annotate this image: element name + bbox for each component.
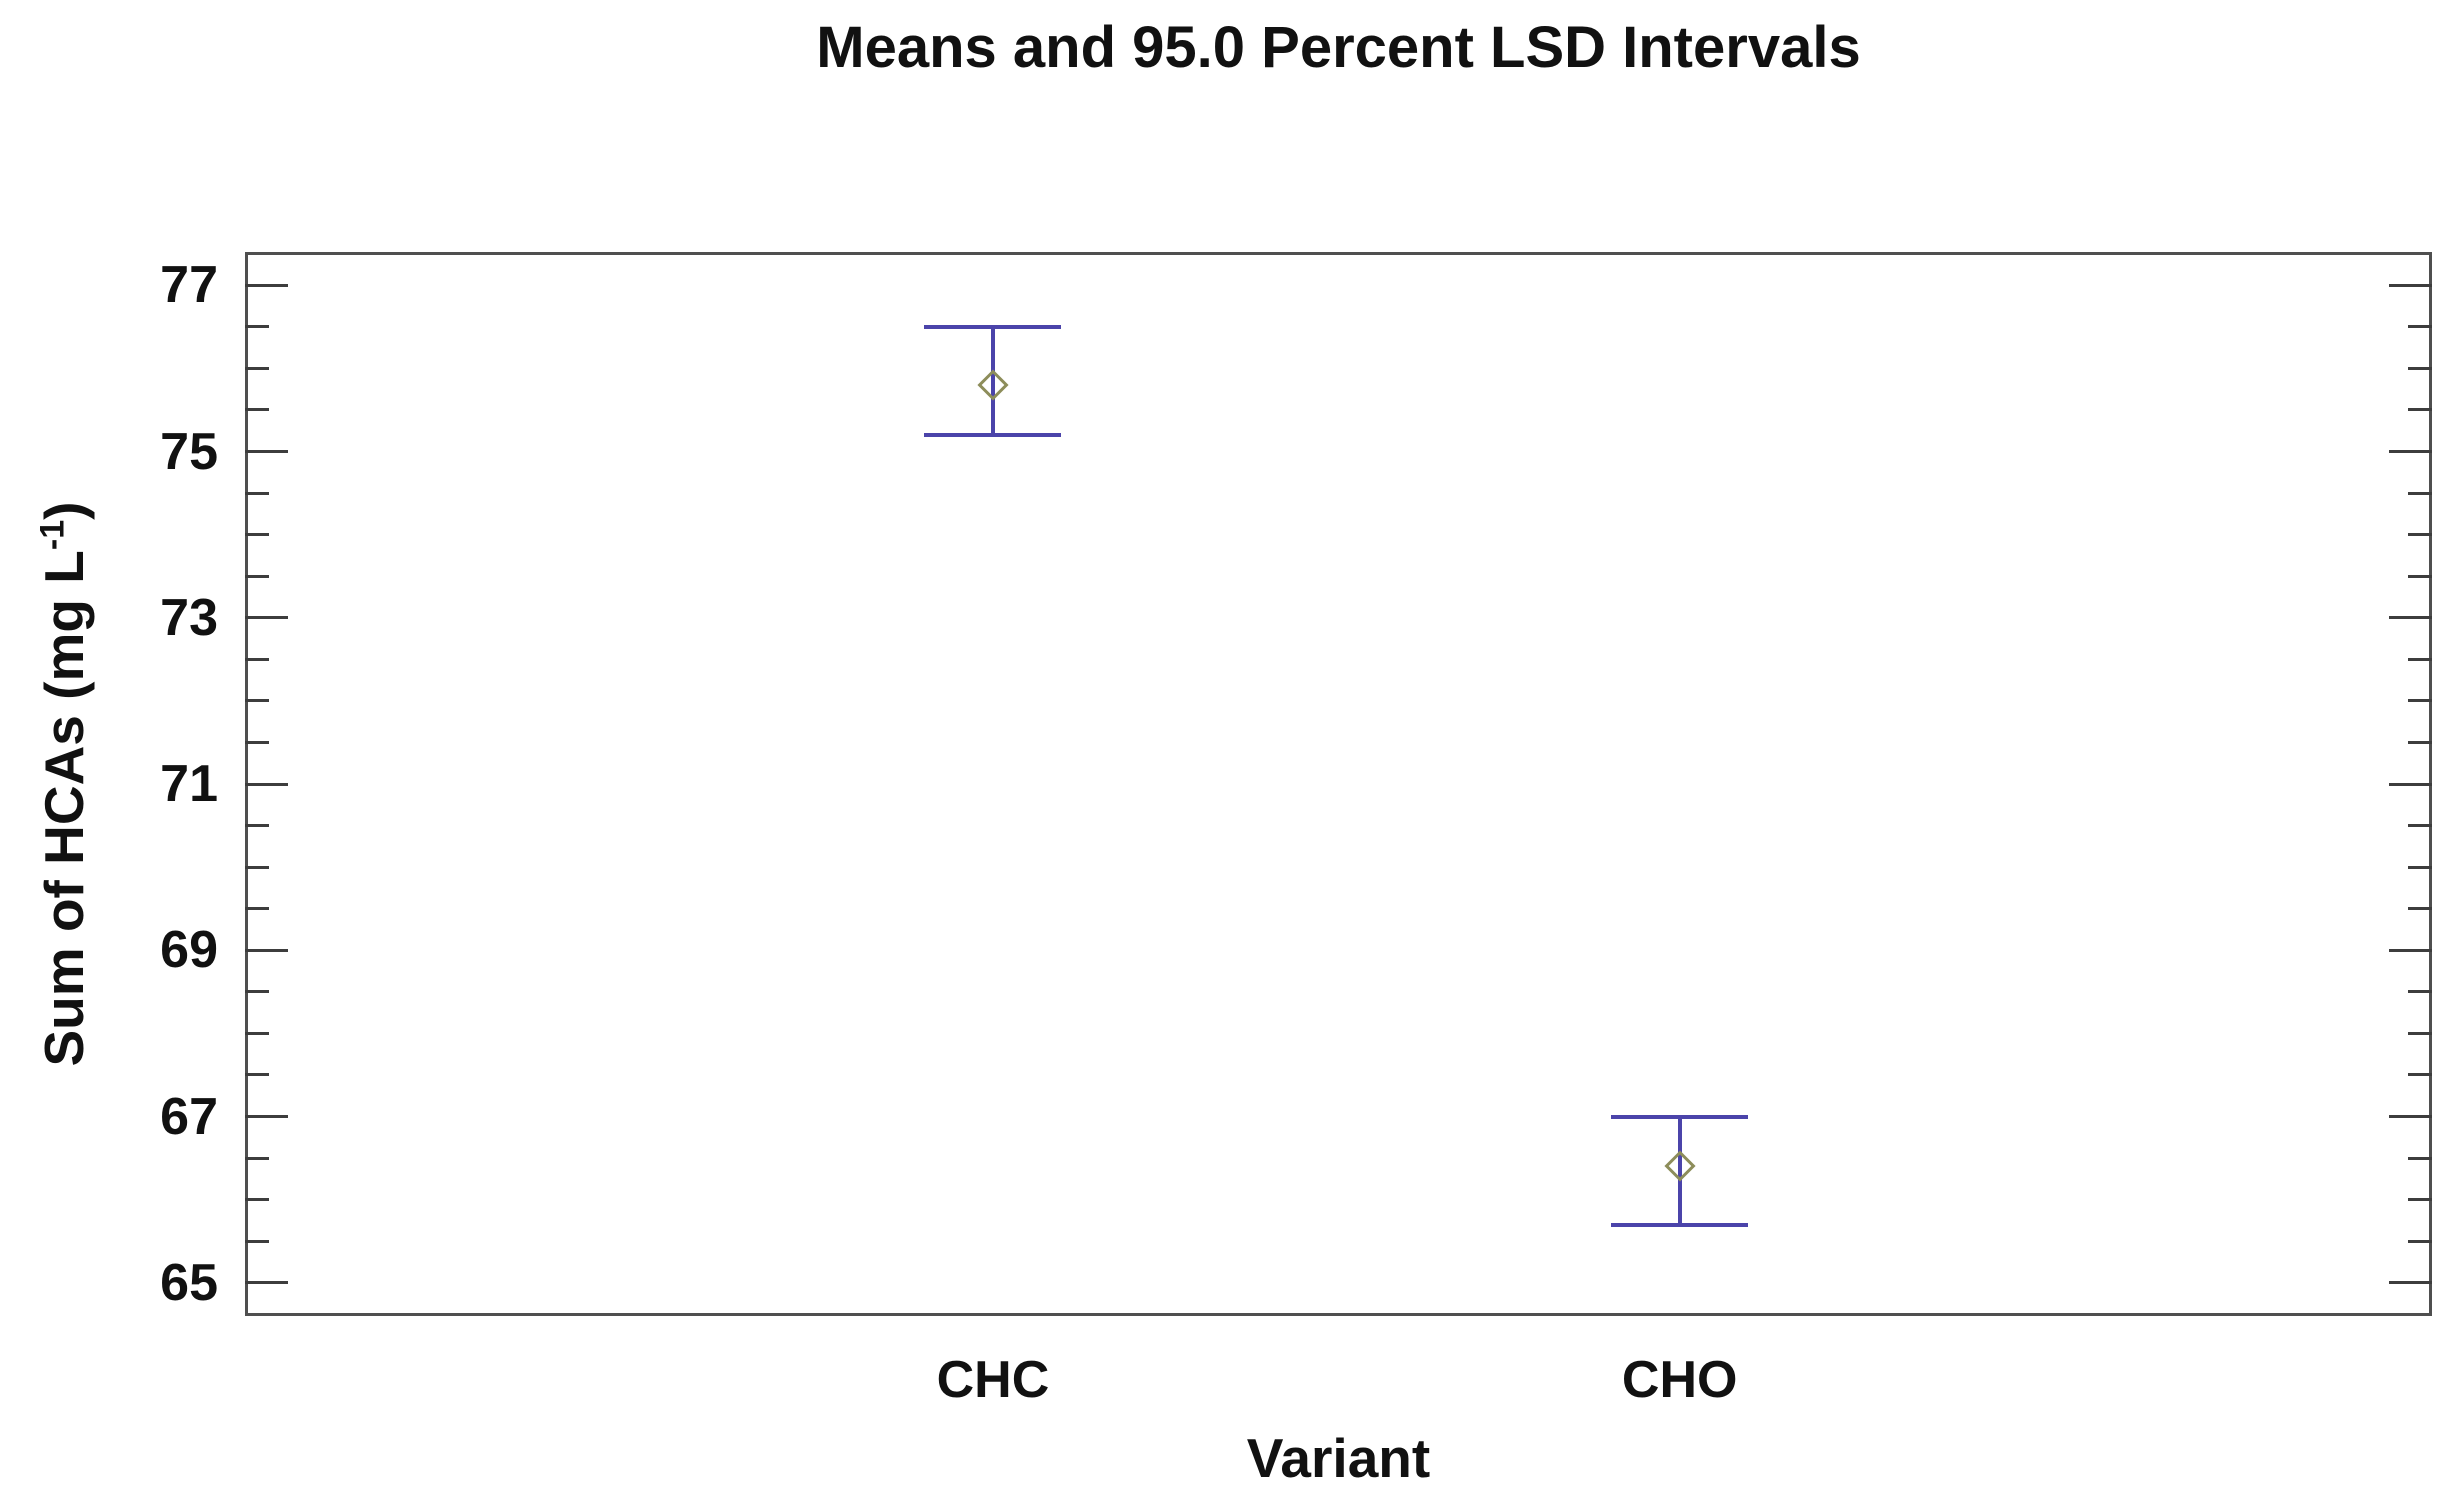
y-axis-major-tick-left — [245, 1115, 288, 1118]
error-bar-vertical-line — [1677, 1116, 1682, 1225]
plot-frame — [245, 252, 2432, 1316]
y-axis-major-tick-left — [245, 450, 288, 453]
x-axis-label: Variant — [1246, 1427, 1431, 1489]
y-axis-tick-label: 75 — [160, 422, 218, 481]
y-axis-minor-tick-left — [245, 1198, 269, 1202]
error-bar-lower-cap — [1611, 1222, 1749, 1227]
y-axis-minor-tick-left — [245, 1239, 269, 1243]
y-axis-minor-tick-left — [245, 491, 269, 495]
y-axis-minor-tick-right — [2408, 740, 2432, 744]
y-axis-minor-tick-right — [2408, 1073, 2432, 1077]
y-axis-minor-tick-left — [245, 907, 269, 911]
chart-title: Means and 95.0 Percent LSD Intervals — [816, 15, 1861, 80]
y-axis-major-tick-right — [2389, 948, 2432, 952]
y-axis-minor-tick-left — [245, 824, 269, 828]
y-axis-minor-tick-right — [2408, 1198, 2432, 1202]
y-axis-minor-tick-right — [2408, 325, 2432, 329]
y-axis-major-tick-right — [2389, 782, 2432, 786]
error-bar-vertical-line — [990, 326, 995, 435]
y-axis-minor-tick-left — [245, 1073, 269, 1077]
y-axis-minor-tick-left — [245, 408, 269, 412]
y-axis-minor-tick-left — [245, 533, 269, 537]
y-axis-minor-tick-left — [245, 574, 269, 578]
y-axis-major-tick-left — [245, 1281, 288, 1285]
y-axis-major-tick-left — [245, 616, 288, 620]
y-axis-minor-tick-left — [245, 699, 269, 703]
y-axis-label-superscript: -1 — [33, 519, 72, 551]
y-axis-major-tick-right — [2389, 1115, 2432, 1118]
y-axis-minor-tick-right — [2408, 366, 2432, 370]
y-axis-major-tick-left — [245, 782, 288, 786]
y-axis-minor-tick-right — [2408, 657, 2432, 661]
y-axis-minor-tick-left — [245, 657, 269, 661]
y-axis-major-tick-right — [2389, 283, 2432, 287]
y-axis-minor-tick-right — [2408, 574, 2432, 578]
y-axis-minor-tick-left — [245, 366, 269, 370]
error-bar-upper-cap — [924, 324, 1062, 329]
y-axis-tick-label: 65 — [160, 1253, 218, 1312]
y-axis-minor-tick-right — [2408, 990, 2432, 994]
error-bar-upper-cap — [1611, 1114, 1749, 1119]
y-axis-tick-label: 69 — [160, 921, 218, 980]
y-axis-tick-label: 67 — [160, 1087, 218, 1146]
y-axis-major-tick-left — [245, 948, 288, 952]
y-axis-minor-tick-right — [2408, 1031, 2432, 1035]
y-axis-minor-tick-left — [245, 325, 269, 329]
y-axis-minor-tick-right — [2408, 1156, 2432, 1160]
y-axis-minor-tick-right — [2408, 865, 2432, 869]
y-axis-major-tick-right — [2389, 616, 2432, 620]
y-axis-minor-tick-left — [245, 990, 269, 994]
y-axis-tick-label: 71 — [160, 755, 218, 813]
y-axis-minor-tick-left — [245, 1031, 269, 1035]
y-axis-tick-label: 73 — [160, 588, 218, 647]
y-axis-minor-tick-left — [245, 1156, 269, 1160]
y-axis-minor-tick-right — [2408, 408, 2432, 412]
y-axis-minor-tick-right — [2408, 824, 2432, 828]
y-axis-major-tick-left — [245, 283, 288, 287]
y-axis-minor-tick-right — [2408, 533, 2432, 537]
y-axis-minor-tick-right — [2408, 699, 2432, 703]
y-axis-minor-tick-right — [2408, 491, 2432, 495]
y-axis-minor-tick-left — [245, 865, 269, 869]
y-axis-minor-tick-right — [2408, 907, 2432, 911]
x-category-label: CHC — [936, 1351, 1050, 1409]
error-bar-lower-cap — [924, 432, 1062, 437]
y-axis-major-tick-right — [2389, 1281, 2432, 1285]
y-axis-tick-label: 77 — [160, 256, 218, 315]
y-axis-minor-tick-right — [2408, 1239, 2432, 1243]
x-category-label: CHO — [1621, 1351, 1738, 1409]
y-axis-minor-tick-left — [245, 740, 269, 744]
y-axis-major-tick-right — [2389, 450, 2432, 453]
y-axis-label-close-paren: ) — [33, 501, 95, 520]
